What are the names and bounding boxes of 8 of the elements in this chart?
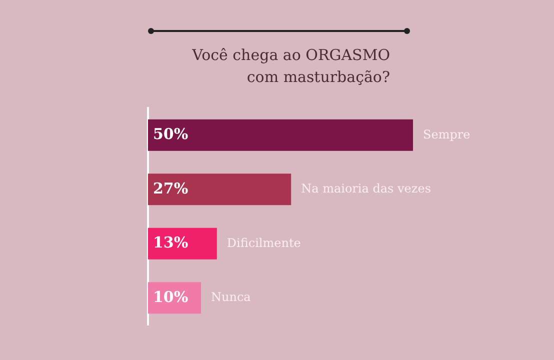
bar xyxy=(148,119,413,151)
data-label: 50% xyxy=(153,125,188,144)
chart-title: Você chega ao ORGASMO com masturbação? xyxy=(191,45,390,88)
bar xyxy=(148,174,292,206)
data-label: 27% xyxy=(153,179,188,198)
data-label: 13% xyxy=(153,234,188,252)
bar xyxy=(148,228,217,260)
data-label: 10% xyxy=(153,288,188,306)
